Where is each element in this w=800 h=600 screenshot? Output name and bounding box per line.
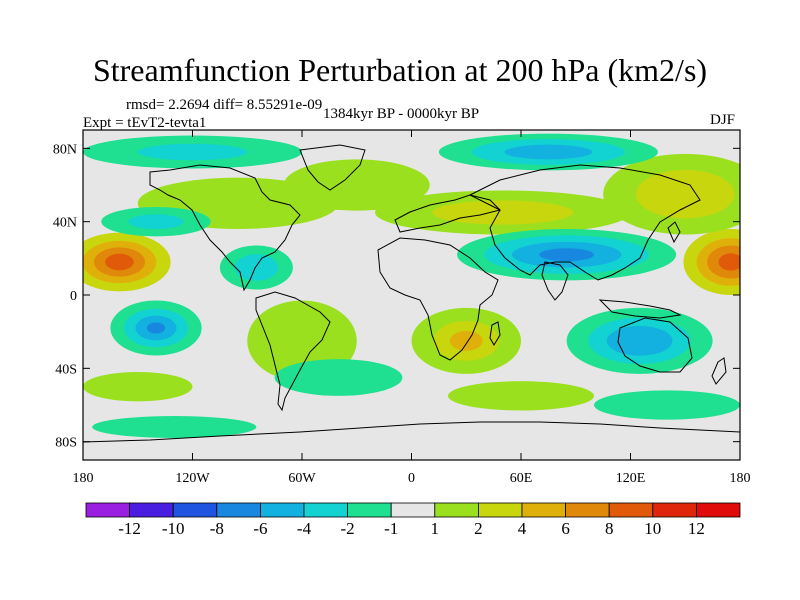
season-label: DJF [710, 112, 736, 128]
colorbar-label: 1 [431, 519, 440, 538]
lon-tick-label: 180 [73, 471, 94, 486]
contour-fill [594, 390, 740, 420]
lat-tick-label: 40N [53, 216, 77, 231]
colorbar-label: -6 [253, 519, 267, 538]
lat-tick-label: 0 [70, 289, 77, 304]
colorbar-label: 10 [644, 519, 661, 538]
colorbar-label: -10 [162, 519, 185, 538]
stats-line: rmsd= 2.2694 diff= 8.55291e-09 [126, 97, 323, 113]
colorbar-swatch [303, 502, 348, 518]
map-axes: 80N 40N 0 40S 80S 180 120W 60W 0 60E 120E 180 [53, 130, 751, 486]
colorbar-swatch [85, 502, 130, 518]
colorbar-swatch [129, 502, 174, 518]
field-neg-s-ocean-1 [92, 416, 257, 438]
coastlines [83, 144, 740, 443]
field-neg-s-ocean-3 [594, 390, 740, 420]
contour-fill [146, 322, 166, 334]
colorbar-label: -2 [341, 519, 355, 538]
colorbar-label: 6 [561, 519, 570, 538]
lon-tick-label: 60E [510, 471, 533, 486]
coastline-madagascar [489, 321, 501, 346]
coastline-india [541, 261, 569, 301]
colorbar-label: -8 [210, 519, 224, 538]
lon-tick-label: 180 [730, 471, 751, 486]
colorbar-swatch [696, 502, 741, 518]
contour-fill [137, 143, 248, 161]
field-pos-pacific-east [683, 229, 740, 295]
contour-fill [539, 248, 594, 262]
field-pos-pacific-west [83, 232, 171, 292]
contour-fill [606, 325, 673, 356]
contour-fill [234, 254, 279, 281]
lat-tick-label: 80S [55, 436, 77, 451]
lat-tick-label: 40S [55, 362, 77, 377]
contour-fill [432, 200, 574, 225]
contour-fill [128, 214, 184, 230]
coastline-australia [617, 317, 693, 373]
colorbar-swatch [259, 502, 305, 518]
field-neg-se-pacific [110, 300, 202, 356]
field-pos-s-africa [411, 307, 521, 374]
contour-fill [448, 381, 594, 411]
lon-tick-label: 120E [616, 471, 646, 486]
contour-fill [504, 144, 593, 160]
lat-tick-label: 80N [53, 142, 77, 157]
coastline-africa [377, 237, 499, 361]
coastline-north-america [149, 164, 301, 292]
field-neg-australia [566, 307, 713, 374]
colorbar-label: 4 [518, 519, 527, 538]
colorbar-swatch [521, 502, 566, 518]
experiment-label: Expt = tEvT2-tevta1 [83, 115, 207, 131]
colorbar-swatch [347, 502, 392, 518]
contour-fill [718, 253, 740, 271]
colorbar-label: 2 [474, 519, 483, 538]
coastline-indonesia [598, 299, 682, 319]
colorbar: -12 -10 -8 -6 -4 -2 -1 1 2 4 6 8 10 12 [85, 502, 741, 538]
contour-fill [449, 330, 483, 351]
colorbar-label: 8 [605, 519, 614, 538]
coastline-asia [468, 164, 701, 281]
field-neg-arctic-eurasia [438, 133, 658, 171]
field-neg-caribbean [219, 245, 293, 290]
contour-fill [635, 169, 735, 219]
contour-fill [105, 253, 134, 271]
lon-tick-label: 120W [175, 471, 210, 486]
period-label: 1384kyr BP - 0000kyr BP [323, 106, 480, 122]
field-pos-n-pacific-band [603, 153, 740, 235]
field-neg-s-ocean-2 [274, 359, 403, 396]
colorbar-swatch [652, 502, 697, 518]
coastline-greenland [299, 144, 366, 191]
contour-fill [83, 372, 193, 402]
colorbar-label: -1 [384, 519, 398, 538]
field-pos-n-atlantic [283, 159, 430, 211]
colorbar-swatch [477, 502, 523, 518]
colorbar-label: -12 [118, 519, 141, 538]
field-neg-n-canada [83, 135, 302, 169]
field-pos-s-ocean-1 [83, 372, 193, 402]
colorbar-swatch [565, 502, 610, 518]
colorbar-label: 12 [688, 519, 705, 538]
field-pos-eurasia-band [375, 190, 631, 235]
coastline-japan [667, 221, 681, 244]
contour-fill [283, 159, 430, 211]
colorbar-swatch [390, 502, 436, 518]
contour-fill [274, 359, 403, 396]
colorbar-swatch [434, 502, 479, 518]
contour-fill [92, 416, 257, 438]
field-pos-s-ocean-2 [448, 381, 594, 411]
coastline-south-america [255, 291, 331, 412]
colorbar-label: -4 [297, 519, 312, 538]
colorbar-swatch [172, 502, 218, 518]
plot-title: Streamfunction Perturbation at 200 hPa (… [92, 52, 708, 88]
lon-tick-label: 60W [288, 471, 316, 486]
streamfunction-field [83, 133, 740, 438]
coastline-new-zealand [711, 357, 727, 385]
field-neg-n-atlantic-west [101, 207, 211, 237]
lon-tick-label: 0 [408, 471, 415, 486]
coastline-antarctica [83, 421, 740, 443]
colorbar-swatch [608, 502, 654, 518]
field-neg-asia [457, 229, 677, 281]
colorbar-swatch [216, 502, 261, 518]
